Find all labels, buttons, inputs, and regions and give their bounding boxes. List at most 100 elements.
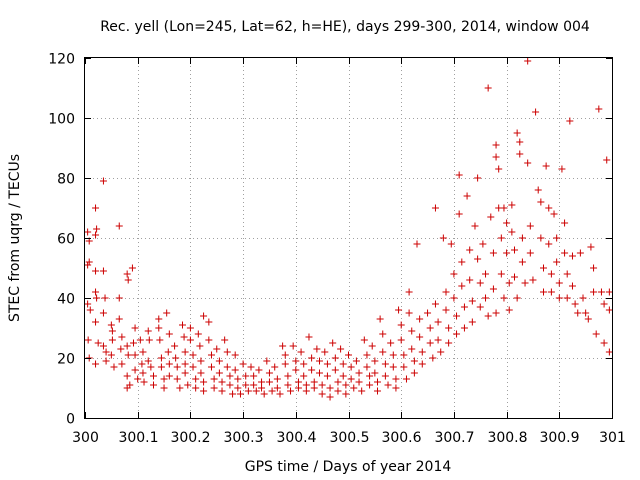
data-point — [592, 330, 600, 338]
data-point — [518, 258, 526, 266]
data-point — [576, 249, 584, 257]
data-point — [207, 351, 215, 359]
data-point — [410, 369, 418, 377]
data-point — [503, 249, 511, 257]
data-point — [482, 294, 490, 302]
data-point — [600, 339, 608, 347]
data-point — [463, 192, 471, 200]
data-point — [434, 318, 442, 326]
data-point — [218, 387, 226, 395]
data-point — [590, 288, 598, 296]
data-point — [160, 384, 168, 392]
data-point — [416, 315, 424, 323]
data-point — [484, 84, 492, 92]
data-point — [545, 204, 553, 212]
data-point — [181, 369, 189, 377]
data-point — [497, 234, 505, 242]
data-point — [181, 360, 189, 368]
data-point — [505, 306, 513, 314]
data-point — [495, 165, 503, 173]
data-point — [511, 246, 519, 254]
data-point — [294, 378, 302, 386]
y-tick-label: 120 — [48, 52, 75, 68]
data-point — [561, 249, 569, 257]
data-point — [355, 369, 363, 377]
data-point — [492, 153, 500, 161]
data-point — [402, 375, 410, 383]
data-point — [207, 363, 215, 371]
y-tick-label: 20 — [57, 352, 75, 368]
data-point — [155, 324, 163, 332]
data-point — [508, 228, 516, 236]
data-point — [381, 360, 389, 368]
data-point — [513, 129, 521, 137]
data-point — [561, 219, 569, 227]
data-point — [156, 336, 164, 344]
data-point — [273, 375, 281, 383]
data-point — [532, 108, 540, 116]
data-point — [460, 324, 468, 332]
data-point — [373, 378, 381, 386]
data-point — [85, 258, 93, 266]
data-point — [150, 381, 158, 389]
data-point — [479, 240, 487, 248]
y-tick-label: 60 — [57, 232, 75, 248]
data-point — [371, 369, 379, 377]
data-point — [157, 354, 165, 362]
data-point — [568, 282, 576, 290]
data-point — [223, 348, 231, 356]
data-point — [273, 384, 281, 392]
data-point — [429, 354, 437, 362]
data-point — [144, 327, 152, 335]
data-point — [410, 357, 418, 365]
data-point — [102, 348, 110, 356]
data-point — [537, 198, 545, 206]
data-point — [124, 351, 132, 359]
data-point — [376, 315, 384, 323]
data-point — [297, 348, 305, 356]
data-point — [308, 354, 316, 362]
data-point — [189, 363, 197, 371]
data-point — [587, 243, 595, 251]
x-tick-label: 300.1 — [118, 430, 158, 446]
data-point — [366, 372, 374, 380]
data-point — [339, 372, 347, 380]
data-point — [139, 369, 147, 377]
y-tick-label: 80 — [57, 172, 75, 188]
data-point — [555, 279, 563, 287]
data-point — [165, 330, 173, 338]
data-point — [597, 288, 605, 296]
data-point — [292, 366, 300, 374]
data-point — [487, 213, 495, 221]
data-point — [196, 342, 204, 350]
data-point — [503, 219, 511, 227]
data-point — [339, 360, 347, 368]
data-point — [92, 318, 100, 326]
x-tick-label: 300.3 — [223, 430, 263, 446]
data-point — [437, 348, 445, 356]
data-point — [329, 339, 337, 347]
x-tick-label: 300.6 — [381, 430, 421, 446]
data-point — [110, 363, 118, 371]
data-point — [524, 57, 532, 65]
data-point — [255, 366, 263, 374]
data-point — [129, 339, 137, 347]
data-point — [455, 210, 463, 218]
data-point — [300, 372, 308, 380]
data-point — [102, 357, 110, 365]
data-point — [563, 294, 571, 302]
data-point — [445, 339, 453, 347]
data-point — [400, 363, 408, 371]
data-point — [265, 369, 273, 377]
data-point — [545, 240, 553, 248]
data-point — [263, 357, 271, 365]
data-point — [234, 375, 242, 383]
x-tick-label: 300.9 — [539, 430, 579, 446]
data-point — [547, 288, 555, 296]
data-point — [221, 336, 229, 344]
data-point — [426, 324, 434, 332]
data-point — [258, 378, 266, 386]
data-point — [123, 384, 131, 392]
x-tick-label: 300 — [72, 430, 99, 446]
data-point — [101, 294, 109, 302]
